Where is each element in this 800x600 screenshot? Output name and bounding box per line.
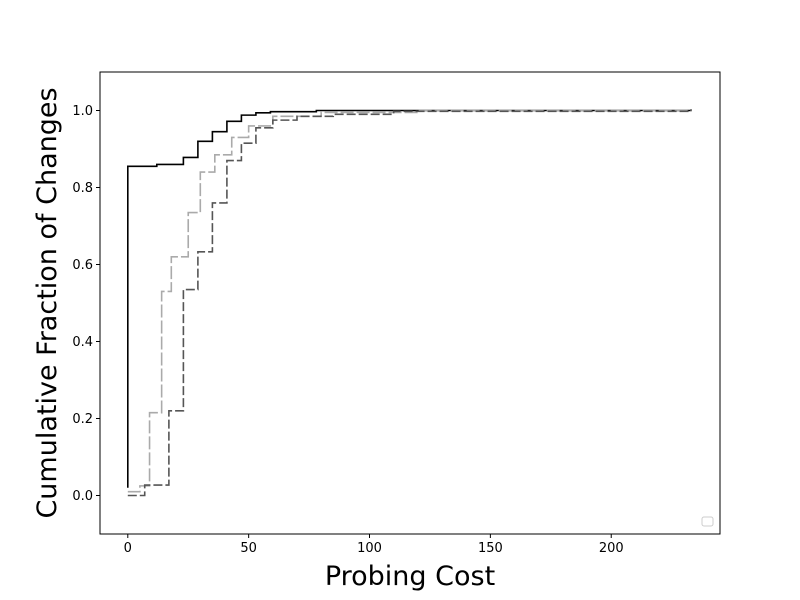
- x-tick-label: 50: [240, 541, 257, 556]
- x-tick-label: 0: [124, 541, 132, 556]
- y-tick-label: 0.2: [72, 412, 93, 427]
- plot-frame: [99, 71, 721, 535]
- y-axis: 0.0 0.2 0.4 0.6 0.8 1.0: [72, 104, 100, 504]
- legend-box: [701, 516, 714, 527]
- y-tick-label: 0.6: [72, 258, 93, 273]
- plot-background: [100, 72, 720, 534]
- x-axis-label: Probing Cost: [325, 561, 495, 592]
- series-layer: [127, 109, 692, 497]
- x-tick-label: 200: [599, 541, 624, 556]
- y-tick-label: 0.8: [72, 181, 93, 196]
- series-line-1: [127, 109, 692, 488]
- y-tick-label: 0.0: [72, 489, 93, 504]
- y-axis-label: Cumulative Fraction of Changes: [32, 87, 63, 518]
- x-tick-label: 100: [357, 541, 382, 556]
- y-tick-label: 1.0: [72, 104, 93, 119]
- series-line-2: [127, 109, 692, 493]
- x-tick-label: 150: [478, 541, 503, 556]
- series-line-3: [127, 109, 692, 497]
- x-axis: 0 50 100 150 200: [124, 534, 624, 556]
- y-tick-label: 0.4: [72, 335, 93, 350]
